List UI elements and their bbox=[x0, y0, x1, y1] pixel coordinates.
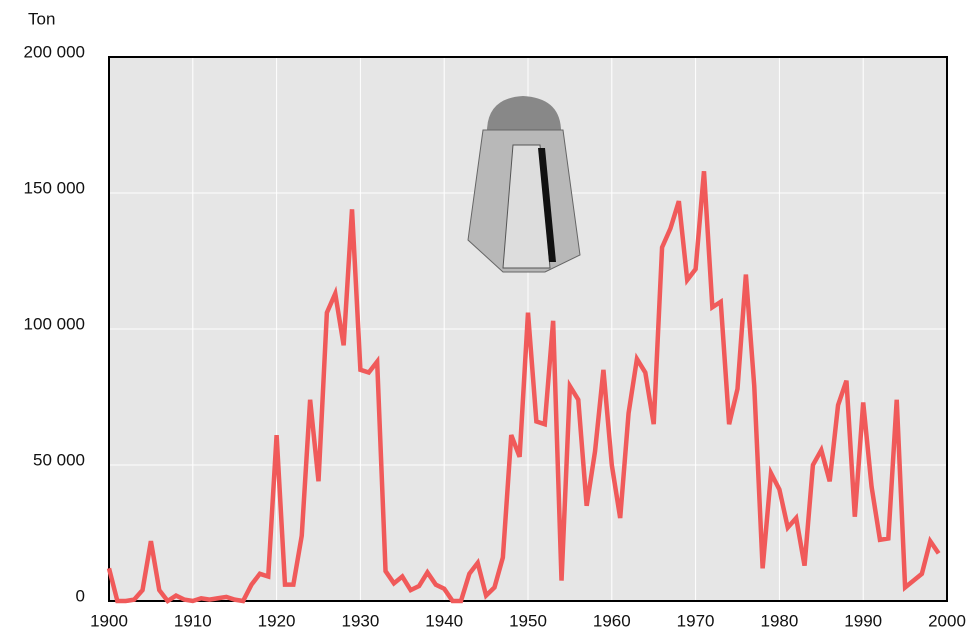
x-tick-label: 1930 bbox=[341, 611, 379, 630]
x-tick-label: 1920 bbox=[258, 611, 296, 630]
x-tick-label: 1960 bbox=[593, 611, 631, 630]
x-tick-label: 1950 bbox=[509, 611, 547, 630]
x-tick-label: 1970 bbox=[677, 611, 715, 630]
y-tick-label: 100 000 bbox=[24, 314, 85, 333]
x-tick-label: 1990 bbox=[844, 611, 882, 630]
x-tick-label: 1940 bbox=[425, 611, 463, 630]
x-tick-label: 1910 bbox=[174, 611, 212, 630]
y-tick-label: 200 000 bbox=[24, 42, 85, 61]
x-tick-label: 1900 bbox=[90, 611, 128, 630]
x-tick-label: 1980 bbox=[760, 611, 798, 630]
chart: Ton 0 50 000 100 000 150 000 200 000 1900 1910… bbox=[0, 0, 975, 636]
y-tick-label: 0 bbox=[76, 586, 85, 605]
y-tick-label: 50 000 bbox=[33, 450, 85, 469]
y-tick-label: 150 000 bbox=[24, 178, 85, 197]
x-tick-label: 2000 bbox=[928, 611, 966, 630]
y-axis-label: Ton bbox=[28, 9, 55, 28]
